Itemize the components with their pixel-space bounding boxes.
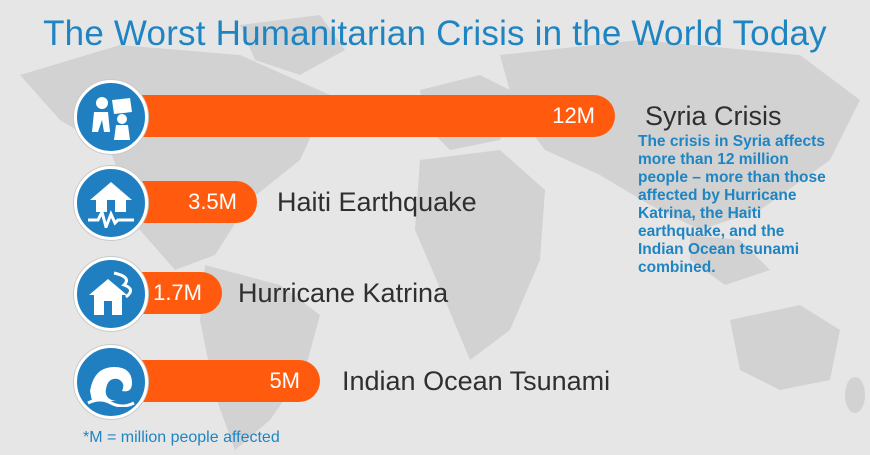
category-label: Syria Crisis: [645, 101, 782, 131]
category-label: Hurricane Katrina: [238, 278, 449, 308]
bar-value-label: 5M: [269, 368, 300, 393]
tsunami-wave-icon: [74, 345, 148, 419]
category-label: Indian Ocean Tsunami: [342, 366, 611, 396]
displaced-people-icon: [74, 80, 148, 154]
bar-row: 1.7M Hurricane Katrina: [0, 257, 870, 331]
syria-note: The crisis in Syria affects more than 12…: [638, 133, 826, 276]
bar-row: 12M Syria Crisis: [0, 80, 870, 154]
hurricane-house-icon: [74, 257, 148, 331]
bar-value-label: 12M: [552, 103, 595, 128]
bar-value-label: 1.7M: [153, 280, 202, 305]
page-title: The Worst Humanitarian Crisis in the Wor…: [43, 14, 827, 53]
bar-row: 3.5M Haiti Earthquake: [0, 166, 870, 240]
footnote: *M = million people affected: [83, 429, 280, 446]
bar: 12M: [110, 95, 615, 137]
bar-row: 5M Indian Ocean Tsunami: [0, 345, 870, 419]
bar-value-label: 3.5M: [188, 189, 237, 214]
earthquake-house-icon: [74, 166, 148, 240]
category-label: Haiti Earthquake: [277, 187, 477, 217]
